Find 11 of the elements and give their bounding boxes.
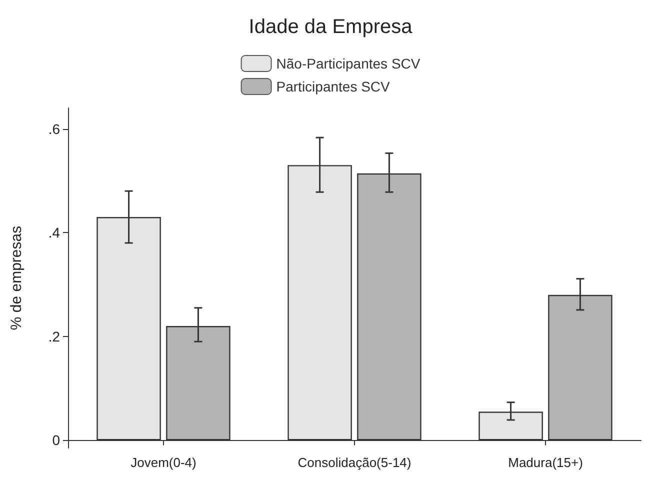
y-tick-label: 0 [52, 432, 60, 448]
x-tick-label: Jovem(0-4) [130, 455, 196, 470]
y-tick-label: .6 [48, 120, 60, 137]
chart-title: Idade da Empresa [248, 16, 414, 38]
x-tick-label: Madura(15+) [508, 455, 583, 470]
legend-label: Participantes SCV [276, 78, 391, 94]
x-tick-label: Consolidação(5-14) [298, 455, 412, 470]
y-tick-label: .4 [48, 224, 60, 241]
y-axis-title: % de empresas [8, 226, 25, 330]
y-tick-label: .2 [48, 328, 60, 344]
legend-label: Não-Participantes SCV [276, 56, 421, 72]
